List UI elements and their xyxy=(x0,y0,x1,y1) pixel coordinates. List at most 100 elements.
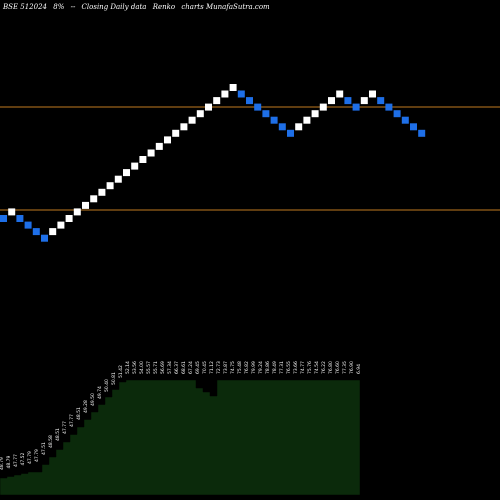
volume-value-label: 52.14 xyxy=(125,361,131,374)
renko-brick xyxy=(237,90,245,98)
volume-value-label: 47.51 xyxy=(41,442,47,455)
renko-brick xyxy=(319,103,327,111)
volume-value-label: 47.77 xyxy=(13,454,19,467)
renko-brick xyxy=(98,188,106,196)
volume-value-label: 57.34 xyxy=(167,361,173,374)
renko-brick xyxy=(360,97,368,105)
volume-value-label: 48.51 xyxy=(76,407,82,420)
renko-brick xyxy=(172,129,180,137)
renko-brick xyxy=(369,90,376,98)
renko-brick xyxy=(344,97,352,105)
volume-value-label: 69.45 xyxy=(195,361,201,374)
volume-value-label: 79.24 xyxy=(258,361,264,374)
volume-value-label: 67.24 xyxy=(188,361,194,374)
volume-value-label: 6.94 xyxy=(356,364,362,374)
volume-value-label: 74.54 xyxy=(314,361,320,374)
volume-value-label: 55.71 xyxy=(153,361,159,374)
renko-brick xyxy=(32,228,40,236)
level-lines xyxy=(0,106,500,211)
renko-brick xyxy=(393,110,401,118)
volume-value-label: 76.55 xyxy=(286,361,292,374)
volume-value-label: 54.00 xyxy=(139,361,145,374)
renko-brick xyxy=(131,162,139,170)
renko-brick xyxy=(164,136,171,144)
renko-brick xyxy=(410,123,417,131)
renko-brick xyxy=(328,97,335,105)
chart-header: BSE 512024 8% -- Closing Daily data Renk… xyxy=(3,3,274,11)
renko-brick xyxy=(262,110,270,118)
renko-brick xyxy=(188,116,196,124)
renko-brick xyxy=(401,116,409,124)
volume-area xyxy=(0,379,364,496)
renko-brick xyxy=(139,156,147,163)
renko-brick xyxy=(418,129,426,137)
volume-value-label: 51.42 xyxy=(118,365,124,378)
volume-value-label: 77.31 xyxy=(279,361,285,374)
renko-brick xyxy=(377,97,385,105)
renko-brick xyxy=(278,123,286,131)
renko-bricks xyxy=(0,84,426,242)
volume-value-label: 66.37 xyxy=(174,361,180,374)
renko-brick xyxy=(385,103,393,111)
renko-brick xyxy=(8,208,16,216)
volume-value-label: 47.77 xyxy=(62,421,68,434)
volume-value-label: 71.12 xyxy=(209,361,215,374)
volume-value-label: 77.35 xyxy=(342,361,348,374)
volume-value-label: 47.79 xyxy=(34,449,40,462)
renko-brick xyxy=(155,142,163,150)
volume-value-label: 75.48 xyxy=(237,361,243,374)
symbol-label: BSE 512024 xyxy=(3,3,47,11)
volume-value-label: 76.22 xyxy=(321,361,327,374)
renko-brick xyxy=(49,228,57,236)
volume-value-label: 76.90 xyxy=(349,361,355,374)
volume-value-label: 70.45 xyxy=(202,361,208,374)
volume-value-label: 74.77 xyxy=(300,361,306,374)
volume-labels: 48.79 48.79 47.77 47.52 47.79 47.7947.5148.58… xyxy=(0,361,362,470)
volume-value-label: 68.61 xyxy=(181,361,187,374)
volume-value-label: 53.56 xyxy=(132,361,138,374)
renko-brick xyxy=(352,103,360,111)
volume-value-label: 48.79 xyxy=(6,455,12,468)
volume-value-label: 55.57 xyxy=(146,361,152,374)
renko-brick xyxy=(90,195,98,203)
volume-value-label: 73.87 xyxy=(223,361,229,374)
volume-value-label: 78.49 xyxy=(272,361,278,374)
volume-value-label: 48.79 xyxy=(0,457,5,470)
description-label: Closing Daily data xyxy=(81,3,147,11)
renko-brick xyxy=(106,182,114,190)
volume-area-shape xyxy=(0,379,364,496)
volume-value-label: 74.75 xyxy=(230,361,236,374)
volume-value-label: 49.74 xyxy=(97,386,103,399)
renko-brick xyxy=(82,201,89,209)
volume-value-label: 47.77 xyxy=(69,414,75,427)
renko-brick xyxy=(73,208,81,216)
renko-brick xyxy=(16,215,24,222)
volume-value-label: 47.52 xyxy=(20,452,26,465)
renko-brick xyxy=(336,90,344,98)
renko-brick xyxy=(24,221,32,229)
chart-kind-label: Renko xyxy=(152,3,176,11)
renko-brick xyxy=(57,221,65,229)
arrow-label: -- xyxy=(70,3,76,11)
volume-value-label: 50.40 xyxy=(104,379,110,392)
renko-brick xyxy=(0,215,7,222)
volume-value-label: 75.76 xyxy=(307,361,313,374)
renko-brick xyxy=(246,97,253,105)
volume-value-label: 76.80 xyxy=(328,361,334,374)
renko-brick xyxy=(65,215,73,222)
volume-value-label: 47.79 xyxy=(27,451,33,464)
renko-brick xyxy=(41,234,48,242)
volume-value-label: 78.86 xyxy=(265,361,271,374)
volume-value-label: 48.51 xyxy=(55,428,61,441)
site-label: charts MunafaSutra.com xyxy=(181,3,270,11)
renko-brick xyxy=(295,123,303,131)
volume-value-label: 76.82 xyxy=(244,361,250,374)
volume-value-label: 76.60 xyxy=(335,361,341,374)
renko-brick xyxy=(270,116,278,124)
volume-value-label: 50.81 xyxy=(111,372,117,385)
renko-brick xyxy=(205,103,212,111)
renko-brick xyxy=(254,103,262,111)
renko-brick xyxy=(213,97,221,105)
renko-brick xyxy=(221,90,229,98)
